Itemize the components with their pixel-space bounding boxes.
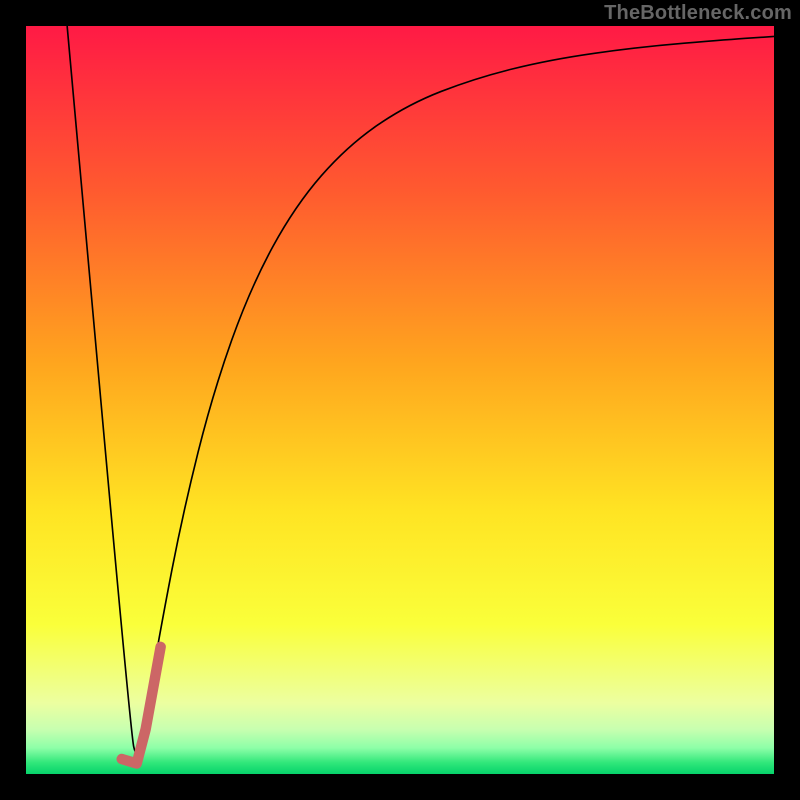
plot-svg xyxy=(26,26,774,774)
chart-frame: TheBottleneck.com xyxy=(0,0,800,800)
gradient-background xyxy=(26,26,774,774)
watermark-text: TheBottleneck.com xyxy=(604,2,792,25)
plot-area xyxy=(26,26,774,774)
